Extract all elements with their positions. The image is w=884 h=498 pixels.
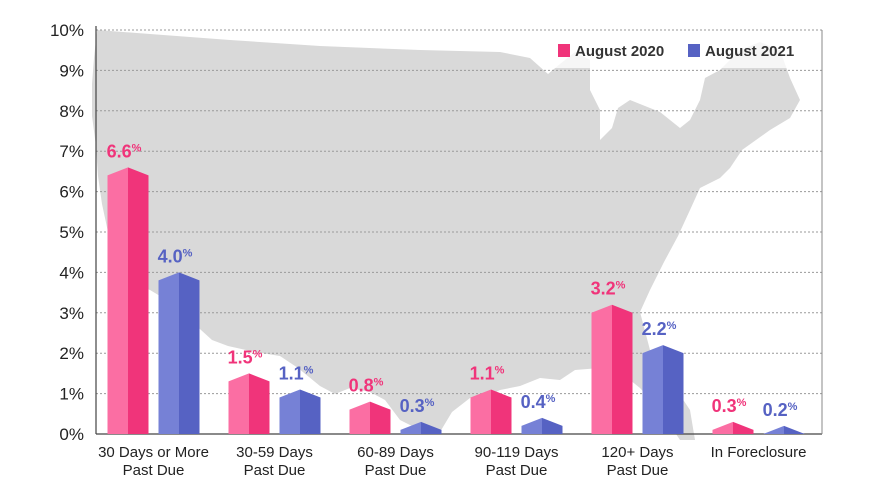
bar-face-right	[612, 304, 633, 434]
x-tick-label: 90-119 Days	[475, 444, 559, 461]
bar-aug2021	[763, 425, 805, 434]
bar-aug2020	[228, 373, 270, 434]
y-tick-label: 7%	[59, 142, 84, 161]
x-tick-label: Past Due	[486, 462, 548, 479]
bar-face-right	[663, 345, 684, 434]
x-tick-label: Past Due	[607, 462, 669, 479]
data-label: 0.8%	[349, 376, 384, 396]
y-tick-label: 8%	[59, 102, 84, 121]
x-tick-label: Past Due	[123, 462, 185, 479]
bar-aug2020	[591, 304, 633, 434]
bar-face-left	[763, 425, 784, 434]
bar-aug2021	[158, 272, 200, 434]
bar-aug2020	[470, 389, 512, 434]
x-tick-label: In Foreclosure	[711, 444, 807, 461]
bar-face-left	[712, 421, 733, 434]
bar-face-right	[733, 421, 754, 434]
y-tick-label: 10%	[50, 21, 84, 40]
y-tick-label: 1%	[59, 385, 84, 404]
data-label: 3.2%	[591, 279, 626, 299]
y-tick-label: 2%	[59, 344, 84, 363]
x-tick-label: Past Due	[244, 462, 306, 479]
bar-face-left	[521, 417, 542, 434]
y-tick-label: 3%	[59, 304, 84, 323]
bar-face-left	[591, 304, 612, 434]
bar-aug2021	[521, 417, 563, 434]
x-tick-label: 60-89 Days	[357, 444, 434, 461]
bar-face-right	[249, 373, 270, 434]
data-label: 0.4%	[521, 392, 556, 412]
bar-face-right	[300, 389, 321, 434]
bar-face-right	[784, 425, 805, 434]
bar-face-right	[491, 389, 512, 434]
legend-background	[550, 34, 816, 68]
data-label: 1.1%	[470, 364, 505, 384]
bar-aug2021	[642, 345, 684, 434]
bar-face-right	[179, 272, 200, 434]
data-label: 4.0%	[158, 246, 193, 266]
data-label: 1.1%	[279, 364, 314, 384]
bar-face-right	[370, 401, 391, 434]
bar-aug2020	[712, 421, 754, 434]
data-label: 0.3%	[400, 396, 435, 416]
x-tick-label: Past Due	[365, 462, 427, 479]
bar-face-right	[421, 421, 442, 434]
bar-aug2020	[349, 401, 391, 434]
bar-face-left	[349, 401, 370, 434]
bar-face-right	[128, 167, 149, 435]
bar-aug2021	[400, 421, 442, 434]
x-tick-label: 120+ Days	[601, 444, 673, 461]
bar-face-left	[107, 167, 128, 435]
legend-label: August 2021	[705, 43, 794, 60]
legend-label: August 2020	[575, 43, 664, 60]
data-label: 6.6%	[107, 141, 142, 161]
bar-face-left	[279, 389, 300, 434]
bar-aug2021	[279, 389, 321, 434]
data-label: 0.2%	[763, 400, 798, 420]
data-label: 0.3%	[712, 396, 747, 416]
y-tick-label: 9%	[59, 61, 84, 80]
y-tick-label: 0%	[59, 425, 84, 444]
bar-face-left	[228, 373, 249, 434]
legend-swatch	[558, 44, 570, 57]
x-tick-label: 30-59 Days	[236, 444, 313, 461]
data-label: 2.2%	[642, 319, 677, 339]
bar-face-left	[642, 345, 663, 434]
y-tick-label: 5%	[59, 223, 84, 242]
data-label: 1.5%	[228, 347, 263, 367]
bar-face-left	[470, 389, 491, 434]
y-tick-label: 4%	[59, 263, 84, 282]
legend-swatch	[688, 44, 700, 57]
y-tick-label: 6%	[59, 183, 84, 202]
bar-aug2020	[107, 167, 149, 435]
x-tick-label: 30 Days or More	[98, 444, 209, 461]
bar-face-left	[158, 272, 179, 434]
bar-face-left	[400, 421, 421, 434]
bar-face-right	[542, 417, 563, 434]
